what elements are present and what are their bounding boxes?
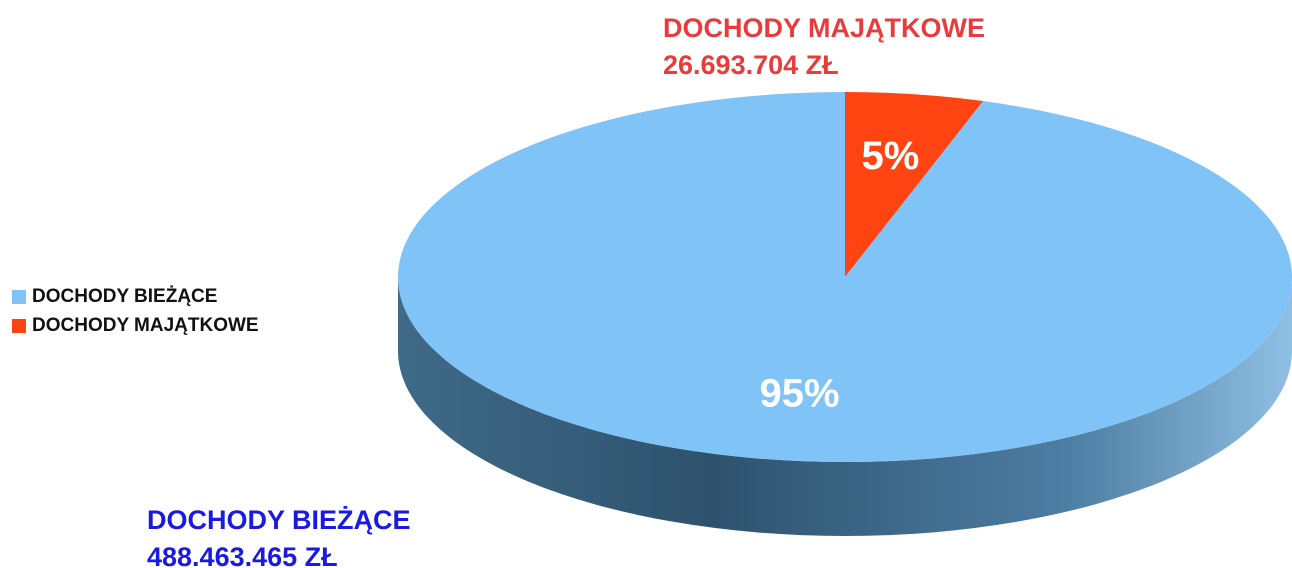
legend-label: DOCHODY MAJĄTKOWE xyxy=(32,315,259,336)
slice-label: 95% xyxy=(760,371,840,415)
callout-amount: 488.463.465 ZŁ xyxy=(147,542,338,568)
pie-side xyxy=(398,277,1292,536)
slice-label: 5% xyxy=(862,134,920,178)
legend-label: DOCHODY BIEŻĄCE xyxy=(32,286,217,307)
callout-name: DOCHODY MAJĄTKOWE xyxy=(663,13,985,43)
legend-swatch xyxy=(12,290,26,304)
legend-swatch xyxy=(12,319,26,333)
callout-name: DOCHODY BIEŻĄCE xyxy=(147,505,411,535)
callout-amount: 26.693.704 ZŁ xyxy=(663,50,839,80)
pie-slice xyxy=(845,92,984,277)
pie-slice xyxy=(397,92,1292,462)
